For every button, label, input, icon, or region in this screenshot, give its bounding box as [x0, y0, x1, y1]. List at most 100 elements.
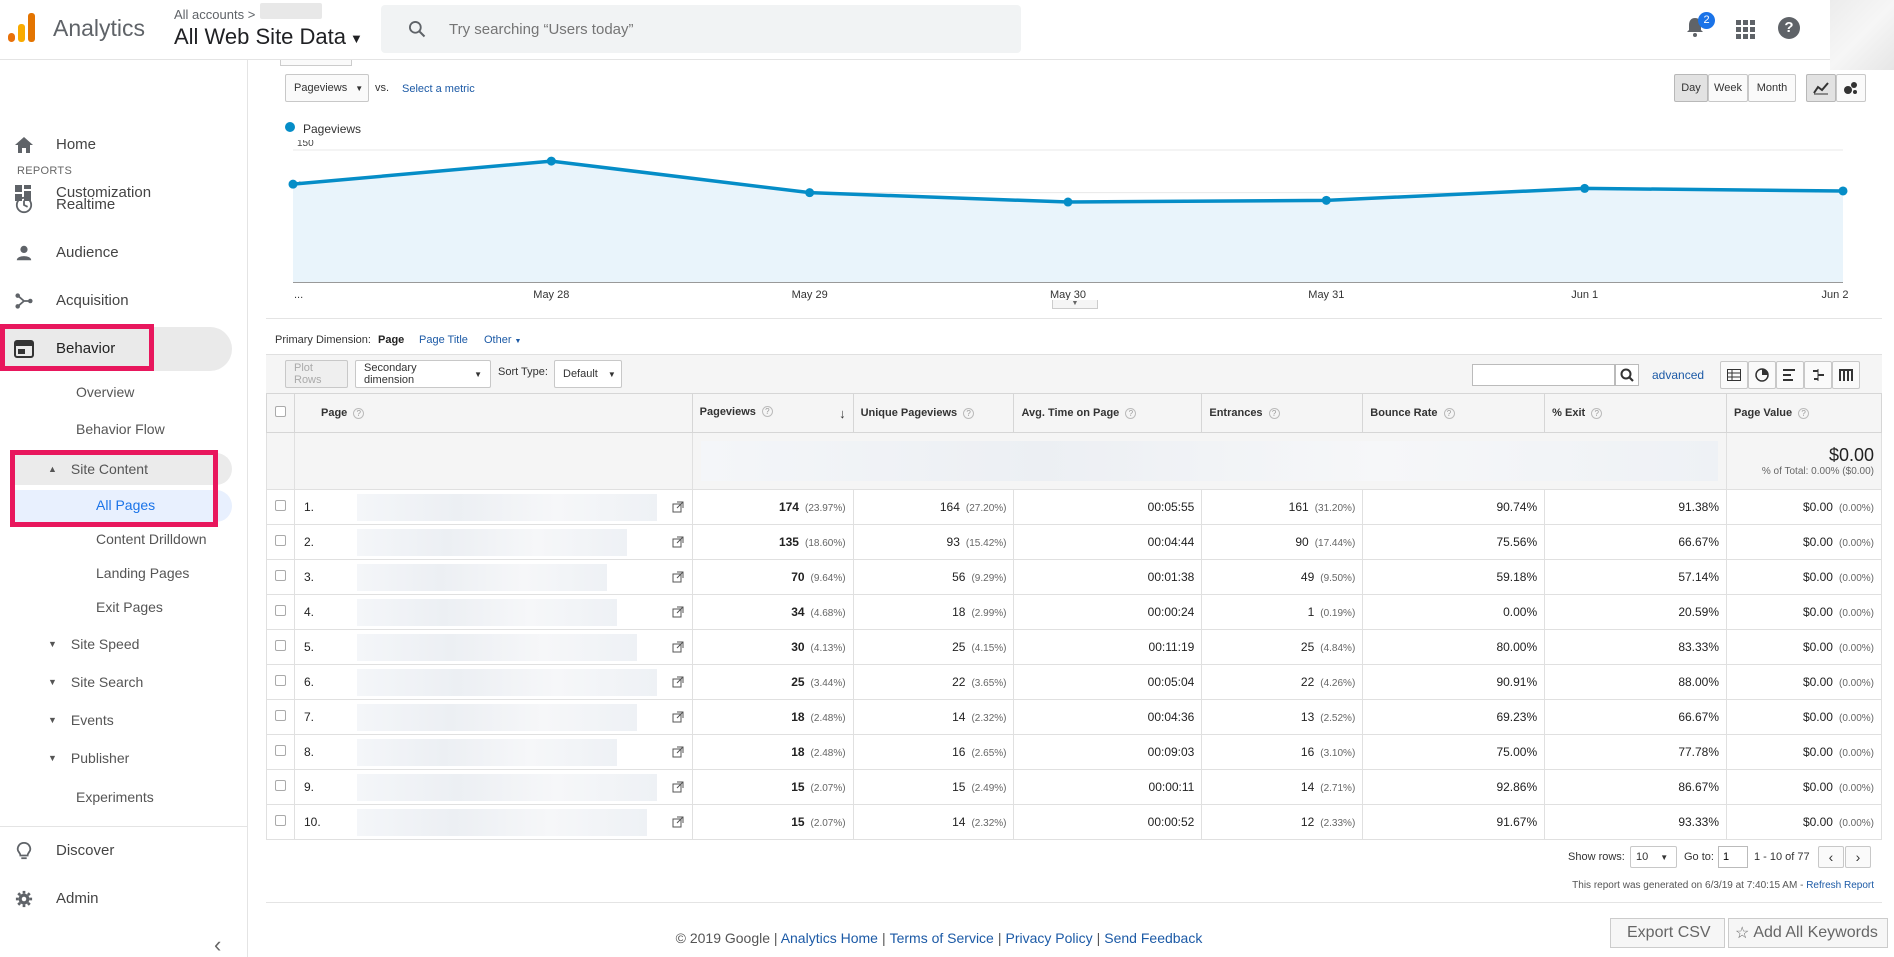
- accounts-breadcrumb[interactable]: All accounts >: [174, 7, 256, 22]
- row-checkbox[interactable]: [274, 780, 286, 791]
- row-checkbox[interactable]: [274, 710, 286, 721]
- table-row[interactable]: 5. 30 (4.13%) 25 (4.15%) 00:11:19 25 (4.84%) 80.…: [266, 629, 1882, 665]
- sidebar-sub-landing-pages[interactable]: Landing Pages: [96, 565, 190, 581]
- open-link-icon[interactable]: [672, 816, 684, 828]
- table-filter-button[interactable]: [1615, 364, 1639, 386]
- help-icon[interactable]: ?: [1268, 407, 1280, 419]
- sidebar-sub-site-content[interactable]: ▲ Site Content: [48, 454, 148, 484]
- open-link-icon[interactable]: [672, 676, 684, 688]
- performance-view-button[interactable]: [1776, 361, 1804, 389]
- secondary-dimension-select[interactable]: Secondary dimension ▼: [355, 360, 491, 388]
- col-unique-pageviews[interactable]: Unique Pageviews?: [852, 393, 1015, 433]
- table-row[interactable]: 2. 135 (18.60%) 93 (15.42%) 00:04:44 90 (17.44%…: [266, 524, 1882, 560]
- row-select-cell[interactable]: [266, 629, 295, 665]
- month-button[interactable]: Month: [1748, 74, 1796, 102]
- privacy-link[interactable]: Privacy Policy: [1005, 930, 1093, 946]
- motion-chart-button[interactable]: [1836, 74, 1866, 102]
- page-cell[interactable]: 10.: [293, 804, 693, 840]
- search-box[interactable]: [381, 5, 1021, 53]
- dimension-page[interactable]: Page: [378, 334, 405, 346]
- row-checkbox[interactable]: [274, 570, 286, 581]
- row-select-cell[interactable]: [266, 489, 295, 525]
- pie-view-button[interactable]: [1748, 361, 1776, 389]
- table-row[interactable]: 10. 15 (2.07%) 14 (2.32%) 00:00:52 12 (2.33%) 91…: [266, 804, 1882, 840]
- advanced-filter-link[interactable]: advanced: [1652, 368, 1705, 382]
- col-entrances[interactable]: Entrances?: [1201, 393, 1364, 433]
- sidebar-sub-all-pages[interactable]: All Pages: [96, 497, 156, 513]
- select-all-checkbox[interactable]: [274, 406, 286, 417]
- data-point[interactable]: [1321, 195, 1331, 205]
- apps-grid-icon[interactable]: [1736, 20, 1755, 39]
- open-link-icon[interactable]: [672, 536, 684, 548]
- col-avg-time[interactable]: Avg. Time on Page?: [1013, 393, 1203, 433]
- open-link-icon[interactable]: [672, 711, 684, 723]
- page-cell[interactable]: 1.: [293, 489, 693, 525]
- row-checkbox[interactable]: [274, 815, 286, 826]
- row-checkbox[interactable]: [274, 745, 286, 756]
- help-icon[interactable]: ?: [1591, 407, 1603, 419]
- page-cell[interactable]: 6.: [293, 664, 693, 700]
- col-exit[interactable]: % Exit?: [1544, 393, 1728, 433]
- col-bounce-rate[interactable]: Bounce Rate?: [1362, 393, 1546, 433]
- col-page-value[interactable]: Page Value?: [1726, 393, 1882, 433]
- sidebar-item-customization[interactable]: Customization: [0, 175, 232, 211]
- col-page[interactable]: Page?: [293, 393, 693, 433]
- metric-selector[interactable]: Pageviews ▼: [285, 74, 369, 102]
- chart-collapse-handle-icon[interactable]: ▼: [1052, 300, 1098, 309]
- sidebar-sub-publisher[interactable]: ▼ Publisher: [48, 743, 129, 773]
- data-point[interactable]: [1063, 197, 1073, 207]
- property-selector[interactable]: All Web Site Data ▼: [174, 24, 363, 50]
- open-link-icon[interactable]: [672, 746, 684, 758]
- help-icon[interactable]: ?: [761, 406, 773, 418]
- terms-link[interactable]: Terms of Service: [889, 930, 994, 946]
- sort-type-select[interactable]: Default ▼: [554, 360, 622, 388]
- open-link-icon[interactable]: [672, 606, 684, 618]
- page-cell[interactable]: 4.: [293, 594, 693, 630]
- sidebar-item-home[interactable]: Home: [0, 127, 232, 163]
- row-select-cell[interactable]: [266, 734, 295, 770]
- pivot-view-button[interactable]: [1832, 361, 1860, 389]
- help-icon[interactable]: ?: [1778, 17, 1800, 39]
- page-cell[interactable]: 9.: [293, 769, 693, 805]
- line-chart-button[interactable]: [1806, 74, 1836, 102]
- sidebar-sub-exit-pages[interactable]: Exit Pages: [96, 599, 163, 615]
- sidebar-sub-site-search[interactable]: ▼ Site Search: [48, 667, 143, 697]
- help-icon[interactable]: ?: [1798, 407, 1810, 419]
- sidebar-item-behavior[interactable]: Behavior: [0, 331, 232, 367]
- open-link-icon[interactable]: [672, 641, 684, 653]
- day-button[interactable]: Day: [1674, 74, 1708, 102]
- prev-page-button[interactable]: ‹: [1818, 846, 1844, 868]
- row-select-cell[interactable]: [266, 559, 295, 595]
- help-icon[interactable]: ?: [963, 407, 975, 419]
- table-row[interactable]: 9. 15 (2.07%) 15 (2.49%) 00:00:11 14 (2.71%) 92.…: [266, 769, 1882, 805]
- row-select-cell[interactable]: [266, 769, 295, 805]
- comparison-view-button[interactable]: [1804, 361, 1832, 389]
- avatar[interactable]: [1830, 0, 1894, 70]
- row-select-cell[interactable]: [266, 699, 295, 735]
- feedback-link[interactable]: Send Feedback: [1104, 930, 1203, 946]
- dimension-other[interactable]: Other ▼: [484, 334, 521, 346]
- select-metric-link[interactable]: Select a metric: [402, 83, 475, 95]
- help-icon[interactable]: ?: [353, 407, 365, 419]
- page-cell[interactable]: 8.: [293, 734, 693, 770]
- page-cell[interactable]: 5.: [293, 629, 693, 665]
- data-point[interactable]: [1580, 183, 1590, 193]
- open-link-icon[interactable]: [672, 781, 684, 793]
- open-link-icon[interactable]: [672, 501, 684, 513]
- table-view-button[interactable]: [1720, 361, 1748, 389]
- table-row[interactable]: 3. 70 (9.64%) 56 (9.29%) 00:01:38 49 (9.50%) 59.…: [266, 559, 1882, 595]
- analytics-logo-icon[interactable]: [8, 12, 36, 42]
- search-input[interactable]: [449, 15, 989, 43]
- table-row[interactable]: 1. 174 (23.97%) 164 (27.20%) 00:05:55 161 (31.2…: [266, 489, 1882, 525]
- sidebar-item-discover[interactable]: Discover: [0, 833, 232, 869]
- col-pageviews[interactable]: Pageviews? ↓: [691, 393, 854, 433]
- sidebar-sub-content-drilldown[interactable]: Content Drilldown: [96, 531, 207, 547]
- sidebar-sub-experiments[interactable]: Experiments: [76, 789, 154, 805]
- page-cell[interactable]: 2.: [293, 524, 693, 560]
- table-filter-input[interactable]: [1472, 364, 1615, 386]
- data-point[interactable]: [1838, 186, 1848, 196]
- open-link-icon[interactable]: [672, 571, 684, 583]
- row-checkbox[interactable]: [274, 605, 286, 616]
- sidebar-sub-site-speed[interactable]: ▼ Site Speed: [48, 629, 139, 659]
- select-all-cell[interactable]: [266, 393, 295, 433]
